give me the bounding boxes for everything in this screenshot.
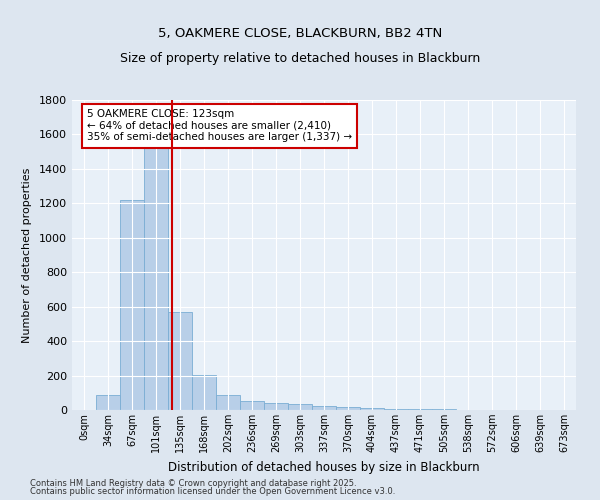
Y-axis label: Number of detached properties: Number of detached properties: [22, 168, 32, 342]
Bar: [96, 394, 120, 410]
Text: 5, OAKMERE CLOSE, BLACKBURN, BB2 4TN: 5, OAKMERE CLOSE, BLACKBURN, BB2 4TN: [158, 27, 442, 40]
Bar: [360, 408, 384, 410]
Bar: [240, 402, 264, 410]
Text: Contains HM Land Registry data © Crown copyright and database right 2025.: Contains HM Land Registry data © Crown c…: [30, 478, 356, 488]
Bar: [120, 200, 144, 410]
Text: 5 OAKMERE CLOSE: 123sqm
← 64% of detached houses are smaller (2,410)
35% of semi: 5 OAKMERE CLOSE: 123sqm ← 64% of detache…: [87, 110, 352, 142]
Bar: [384, 408, 408, 410]
X-axis label: Distribution of detached houses by size in Blackburn: Distribution of detached houses by size …: [168, 460, 480, 473]
Bar: [144, 143, 168, 410]
Bar: [288, 404, 312, 410]
Bar: [312, 406, 336, 410]
Text: Contains public sector information licensed under the Open Government Licence v3: Contains public sector information licen…: [30, 487, 395, 496]
Bar: [216, 394, 240, 410]
Text: Size of property relative to detached houses in Blackburn: Size of property relative to detached ho…: [120, 52, 480, 65]
Bar: [192, 374, 216, 410]
Bar: [264, 403, 288, 410]
Bar: [408, 409, 432, 410]
Bar: [168, 312, 192, 410]
Bar: [336, 406, 360, 410]
